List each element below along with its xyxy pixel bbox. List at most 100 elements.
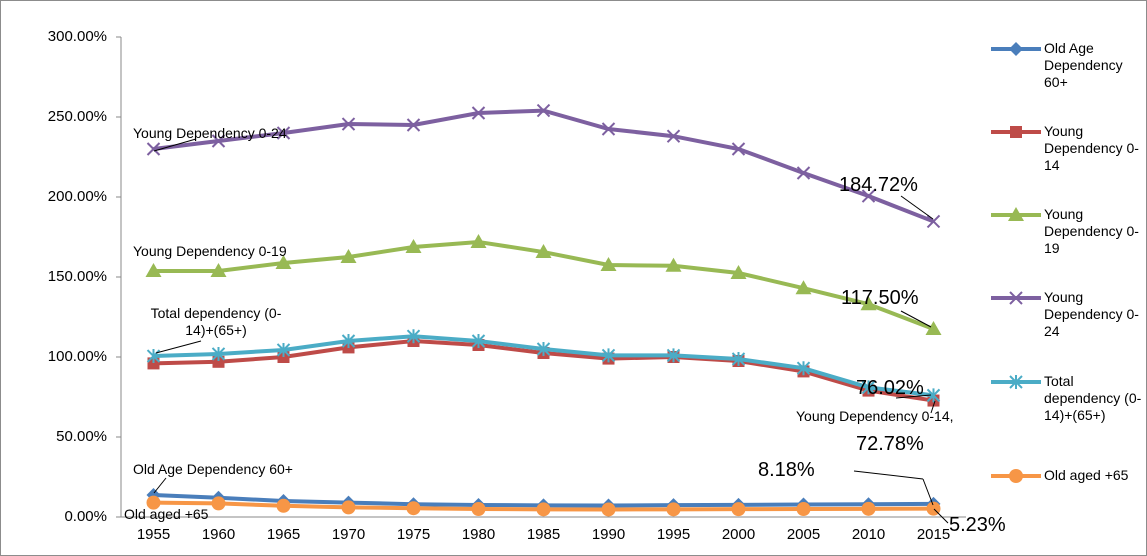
data-point: [341, 500, 356, 515]
y-tick-label: 150.00%: [48, 268, 107, 285]
data-point: [406, 329, 421, 344]
data-point: [145, 263, 162, 277]
y-tick-label: 250.00%: [48, 108, 107, 125]
legend-entry: Total dependency (0-14)+(65+): [1044, 373, 1142, 423]
data-label: 76.02%: [856, 377, 924, 399]
data-point: [146, 142, 161, 156]
leader-line: [922, 478, 934, 506]
data-point: [405, 239, 422, 253]
annotation: Total dependency (0-14)+(65+): [150, 305, 282, 338]
legend-marker: [1008, 207, 1024, 221]
data-point: [861, 189, 876, 203]
legend-marker: [1010, 126, 1022, 138]
data-point: [601, 122, 616, 136]
data-point: [406, 501, 421, 516]
data-point: [796, 166, 811, 180]
data-point: [211, 346, 226, 361]
y-tick-label: 100.00%: [48, 348, 107, 365]
data-point: [210, 263, 227, 277]
data-point: [926, 214, 941, 229]
x-tick-label: 1985: [527, 526, 560, 543]
data-point: [340, 249, 357, 263]
x-tick-label: 2015: [917, 526, 950, 543]
data-point: [471, 334, 486, 348]
data-point: [666, 502, 681, 517]
data-point: [796, 361, 811, 376]
data-label: 72.78%: [856, 433, 924, 455]
annotation: Old aged +65: [124, 506, 209, 522]
data-point: [470, 233, 487, 248]
data-label: 184.72%: [839, 174, 918, 196]
data-point: [276, 498, 291, 513]
legend-marker: [1009, 375, 1023, 389]
annotation: Young Dependency 0-19: [133, 243, 287, 259]
x-tick-label: 1970: [332, 526, 365, 543]
annotation: Young Dependency 0-14,: [796, 408, 954, 424]
data-point: [211, 134, 226, 148]
leader-line: [153, 138, 197, 152]
data-point: [146, 349, 161, 364]
data-point: [795, 280, 812, 295]
annotation: Young Dependency 0-24: [133, 125, 287, 141]
data-point: [535, 244, 552, 259]
data-point: [665, 257, 682, 272]
data-point: [536, 502, 551, 517]
leader-line: [900, 195, 934, 220]
leader-line: [853, 470, 924, 480]
data-point: [731, 142, 746, 156]
y-tick-label: 0.00%: [64, 508, 107, 525]
data-point: [731, 502, 746, 517]
data-label: 8.18%: [758, 459, 815, 481]
leader-line: [153, 477, 167, 494]
data-point: [666, 129, 681, 143]
data-point: [341, 117, 356, 131]
legend-marker: [1009, 42, 1023, 56]
legend-marker: [1009, 469, 1023, 483]
data-point: [211, 496, 226, 511]
legend-entry: Young Dependency 0-14: [1044, 123, 1139, 173]
data-point: [925, 321, 942, 335]
data-point: [275, 255, 292, 269]
x-tick-label: 1995: [657, 526, 690, 543]
data-point: [471, 502, 486, 516]
leader-line: [895, 394, 932, 399]
y-tick-label: 200.00%: [48, 188, 107, 205]
data-point: [471, 106, 486, 120]
data-point: [212, 355, 225, 368]
leader-line: [933, 508, 949, 524]
legend-entry: Old aged +65: [1044, 467, 1129, 483]
data-point: [600, 257, 617, 271]
data-point: [860, 296, 877, 311]
data-point: [731, 352, 746, 366]
data-label: 117.50%: [841, 287, 919, 309]
x-tick-label: 2010: [852, 526, 885, 543]
legend-entry: Old Age Dependency 60+: [1044, 40, 1123, 90]
data-point: [796, 502, 811, 516]
x-tick-label: 2000: [722, 526, 755, 543]
data-point: [276, 342, 291, 357]
data-point: [926, 388, 941, 403]
data-point: [601, 348, 616, 363]
data-point: [601, 502, 616, 517]
data-point: [406, 118, 421, 132]
data-point: [341, 334, 356, 348]
x-tick-label: 1955: [137, 526, 170, 543]
y-tick-label: 50.00%: [56, 428, 107, 445]
data-point: [666, 348, 681, 363]
data-point: [146, 495, 161, 510]
data-label: 5.23%: [949, 514, 1006, 536]
x-tick-label: 1975: [397, 526, 430, 543]
annotation: Old Age Dependency 60+: [133, 461, 293, 477]
x-tick-label: 1965: [267, 526, 300, 543]
data-point: [536, 342, 551, 356]
legend-entry: Young Dependency 0-24: [1044, 289, 1139, 339]
leader-line: [900, 310, 932, 328]
data-point: [276, 126, 291, 140]
leader-line: [930, 400, 936, 414]
data-point: [730, 265, 747, 279]
y-tick-label: 300.00%: [48, 28, 107, 45]
data-point: [861, 380, 876, 395]
legend-entry: Young Dependency 0-19: [1044, 206, 1139, 256]
legend-marker: [1009, 291, 1023, 305]
